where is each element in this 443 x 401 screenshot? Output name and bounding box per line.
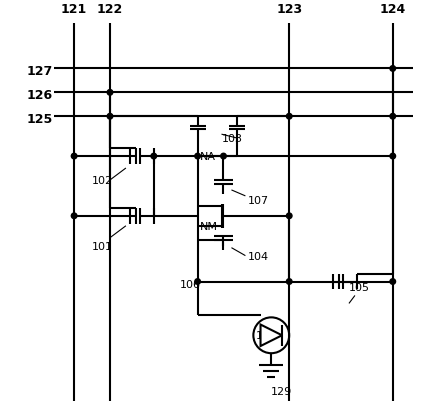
Circle shape [151,154,156,160]
Text: 104: 104 [247,251,268,261]
Text: 106: 106 [180,279,201,289]
Text: 121: 121 [61,3,87,16]
Circle shape [287,213,292,219]
Text: 126: 126 [26,89,52,101]
Text: 127: 127 [26,65,53,78]
Circle shape [287,279,292,285]
Circle shape [221,154,226,160]
Circle shape [195,279,200,285]
Circle shape [195,154,200,160]
Text: 124: 124 [380,3,406,16]
Circle shape [287,114,292,120]
Circle shape [390,154,396,160]
Text: 122: 122 [97,3,123,16]
Text: 129: 129 [271,386,292,396]
Text: 105: 105 [349,283,370,293]
Text: 125: 125 [26,112,53,126]
Text: 102: 102 [92,176,113,186]
Circle shape [107,90,113,96]
Circle shape [390,67,396,72]
Circle shape [71,154,77,160]
Text: NM: NM [200,221,218,231]
Polygon shape [260,325,282,346]
Circle shape [107,114,113,120]
Text: 107: 107 [247,195,268,205]
Text: 108: 108 [255,330,276,340]
Circle shape [71,213,77,219]
Text: 123: 123 [276,3,302,16]
Circle shape [390,114,396,120]
Text: 103: 103 [222,134,242,144]
Circle shape [390,279,396,285]
Text: 101: 101 [92,241,113,251]
Text: NA: NA [200,152,216,162]
